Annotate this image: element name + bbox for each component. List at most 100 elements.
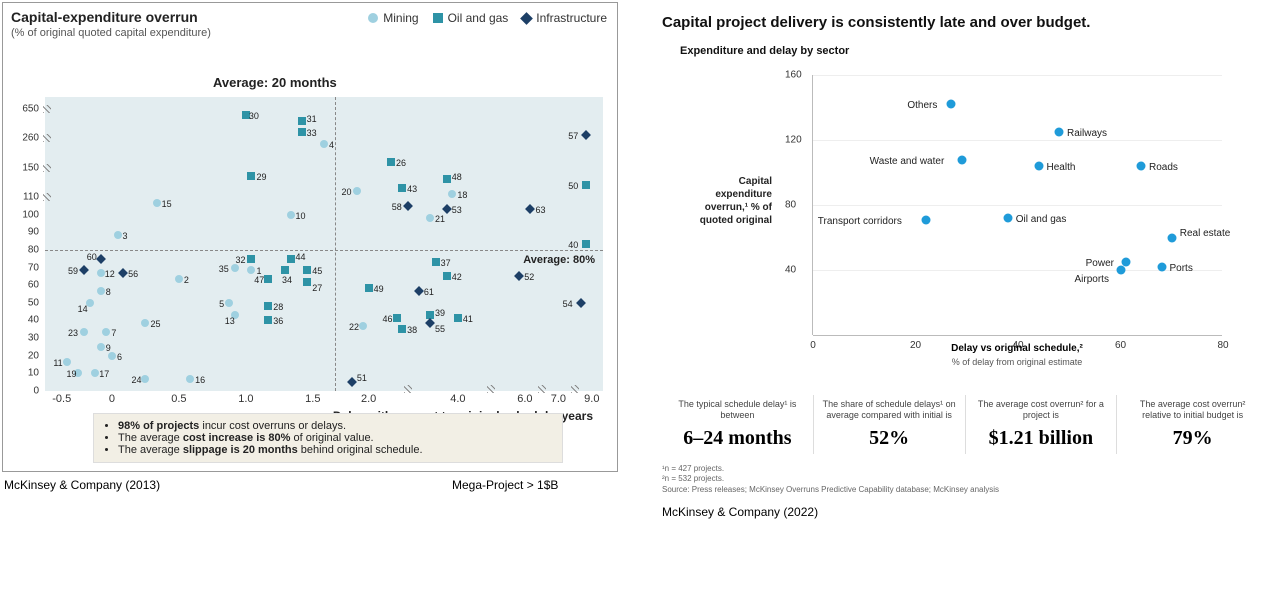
stat-card: The typical schedule delay¹ is between6–… <box>662 395 813 454</box>
avg-months-label: Average: 20 months <box>213 75 337 90</box>
x-tick: 6.0 <box>517 393 532 405</box>
point-label: 43 <box>407 185 417 194</box>
stat-card: The average cost overrun² relative to in… <box>1116 395 1268 454</box>
data-point <box>582 240 590 248</box>
data-point <box>97 343 105 351</box>
data-point <box>320 140 328 148</box>
right-x-label-sub: % of delay from original estimate <box>812 357 1222 367</box>
point-label: 28 <box>273 303 283 312</box>
data-point <box>247 266 255 274</box>
data-point <box>287 255 295 263</box>
point-label: 35 <box>219 265 229 274</box>
data-point <box>175 275 183 283</box>
right-footnote: ¹n = 427 projects. ²n = 532 projects. So… <box>662 464 1268 495</box>
sector-label: Real estate <box>1180 228 1231 239</box>
data-point <box>247 172 255 180</box>
point-label: 8 <box>106 288 111 297</box>
note-item: The average cost increase is 80% of orig… <box>118 432 552 444</box>
left-subtitle: (% of original quoted capital expenditur… <box>11 27 211 39</box>
y-tick: 650 <box>22 103 39 114</box>
point-label: 23 <box>68 329 78 338</box>
point-label: 45 <box>312 267 322 276</box>
y-tick: 110 <box>23 191 39 202</box>
diamond-icon <box>520 12 533 25</box>
point-label: 44 <box>296 253 306 262</box>
point-label: 38 <box>407 326 417 335</box>
data-point <box>264 275 272 283</box>
left-scatter-plot: Average: 80% 303133457262948502043181558… <box>45 97 603 391</box>
point-label: 26 <box>396 159 406 168</box>
legend-item: Infrastructure <box>522 11 607 25</box>
point-label: 46 <box>383 315 393 324</box>
data-point <box>231 264 239 272</box>
point-label: 52 <box>524 273 534 282</box>
y-tick: 150 <box>22 162 39 173</box>
data-point <box>353 187 361 195</box>
y-tick: 40 <box>785 265 796 276</box>
data-point <box>264 316 272 324</box>
point-label: 57 <box>568 132 578 141</box>
sector-label: Airports <box>1075 274 1109 285</box>
sector-point <box>1167 233 1176 242</box>
y-tick: 100 <box>22 209 39 220</box>
point-label: 16 <box>195 376 205 385</box>
left-notes-box: 98% of projects incur cost overruns or d… <box>93 413 563 463</box>
data-point <box>91 369 99 377</box>
point-label: 41 <box>463 315 473 324</box>
data-point <box>443 205 450 212</box>
left-title: Capital-expenditure overrun <box>11 9 198 25</box>
point-label: 11 <box>53 359 62 368</box>
point-label: 3 <box>123 232 128 241</box>
sector-point <box>1157 262 1166 271</box>
point-label: 51 <box>357 374 367 383</box>
y-tick: 10 <box>28 368 39 379</box>
square-icon <box>433 13 443 23</box>
sector-point <box>1055 127 1064 136</box>
right-chart-panel: Capital project delivery is consistently… <box>662 14 1268 519</box>
y-tick: 90 <box>28 227 39 238</box>
point-label: 25 <box>150 320 160 329</box>
sector-label: Oil and gas <box>1016 214 1067 225</box>
point-label: 33 <box>307 129 317 138</box>
data-point <box>186 375 194 383</box>
sector-point <box>1116 266 1125 275</box>
point-label: 34 <box>282 276 292 285</box>
y-tick: 60 <box>28 280 39 291</box>
data-point <box>141 319 149 327</box>
point-label: 49 <box>374 285 384 294</box>
data-point <box>63 358 71 366</box>
avg-pct-label: Average: 80% <box>523 254 595 266</box>
sector-point <box>957 155 966 164</box>
data-point <box>359 322 367 330</box>
data-point <box>398 184 406 192</box>
point-label: 12 <box>105 270 115 279</box>
x-tick: 9.0 <box>584 393 599 405</box>
data-point <box>287 211 295 219</box>
sector-point <box>1003 214 1012 223</box>
note-item: The average slippage is 20 months behind… <box>118 444 552 456</box>
data-point <box>81 267 88 274</box>
data-point <box>298 128 306 136</box>
data-point <box>516 273 523 280</box>
point-label: 59 <box>68 267 78 276</box>
sector-point <box>1137 162 1146 171</box>
point-label: 22 <box>349 323 359 332</box>
data-point <box>225 299 233 307</box>
sector-label: Ports <box>1170 263 1193 274</box>
data-point <box>448 190 456 198</box>
point-label: 53 <box>452 206 462 215</box>
point-label: 13 <box>225 317 235 326</box>
point-label: 30 <box>249 112 259 121</box>
data-point <box>97 255 104 262</box>
point-label: 29 <box>256 173 266 182</box>
data-point <box>348 379 355 386</box>
data-point <box>141 375 149 383</box>
sector-label: Waste and water <box>870 156 945 167</box>
y-tick: 70 <box>28 262 39 273</box>
data-point <box>114 231 122 239</box>
note-item: 98% of projects incur cost overruns or d… <box>118 420 552 432</box>
data-point <box>153 199 161 207</box>
right-x-label: Delay vs original schedule,² <box>812 343 1222 354</box>
point-label: 18 <box>457 191 467 200</box>
data-point <box>387 158 395 166</box>
